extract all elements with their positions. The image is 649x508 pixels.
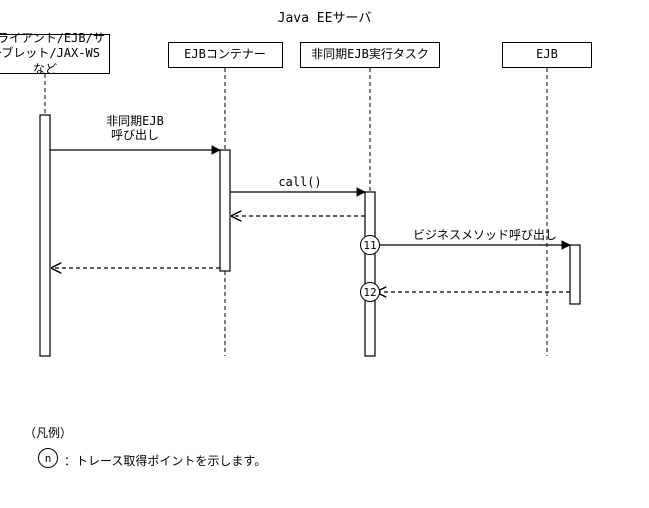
legend-text: ：トレース取得ポイントを示します。 xyxy=(64,452,266,469)
legend-title: （凡例） xyxy=(24,424,72,441)
trace-point-12: 12 xyxy=(360,282,380,302)
msg-call: call() xyxy=(270,175,330,189)
lifeline-container: EJBコンテナー xyxy=(168,42,283,68)
lifeline-client: クライアント/EJB/サーブレット/JAX-WSなど xyxy=(0,34,110,74)
trace-point-11: 11 xyxy=(360,235,380,255)
lifeline-task: 非同期EJB実行タスク xyxy=(300,42,440,68)
sequence-diagram: Java EEサーバ クライアント/EJB/サーブレット/JAX-WSなど EJ… xyxy=(0,0,649,508)
msg-async-ejb-call: 非同期EJB呼び出し xyxy=(85,114,185,143)
lifeline-ejb: EJB xyxy=(502,42,592,68)
legend-marker-n: n xyxy=(45,452,52,465)
msg-business-method: ビジネスメソッド呼び出し xyxy=(395,228,575,242)
legend-marker: n xyxy=(38,448,58,468)
diagram-title: Java EEサーバ xyxy=(0,7,649,26)
